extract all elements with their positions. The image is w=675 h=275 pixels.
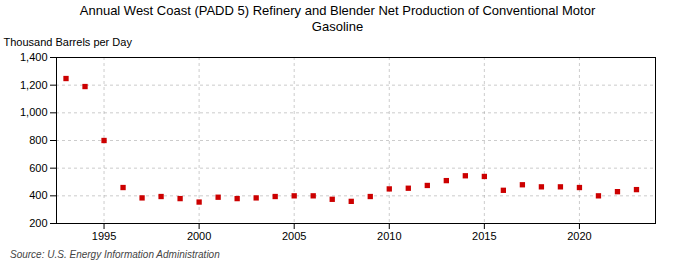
svg-text:2010: 2010	[377, 230, 401, 242]
svg-text:400: 400	[29, 189, 47, 201]
svg-text:1,200: 1,200	[20, 79, 48, 91]
svg-text:1995: 1995	[92, 230, 116, 242]
html-text:Source: U.S. Energy Informatio: Source: U.S. Energy Information Administ…	[10, 249, 220, 260]
svg-text:1,000: 1,000	[20, 106, 48, 118]
svg-text:200: 200	[29, 217, 47, 229]
svg-text:1,400: 1,400	[20, 51, 48, 63]
svg-text:Thousand Barrels per Day: Thousand Barrels per Day	[4, 36, 133, 48]
svg-text:2015: 2015	[472, 230, 496, 242]
svg-text:2000: 2000	[187, 230, 211, 242]
svg-text:2020: 2020	[567, 230, 591, 242]
svg-text:600: 600	[29, 162, 47, 174]
svg-text:800: 800	[29, 134, 47, 146]
html-text:Annual West Coast (PADD 5) Ref: Annual West Coast (PADD 5) Refinery and …	[79, 3, 596, 34]
svg-text:2005: 2005	[282, 230, 306, 242]
